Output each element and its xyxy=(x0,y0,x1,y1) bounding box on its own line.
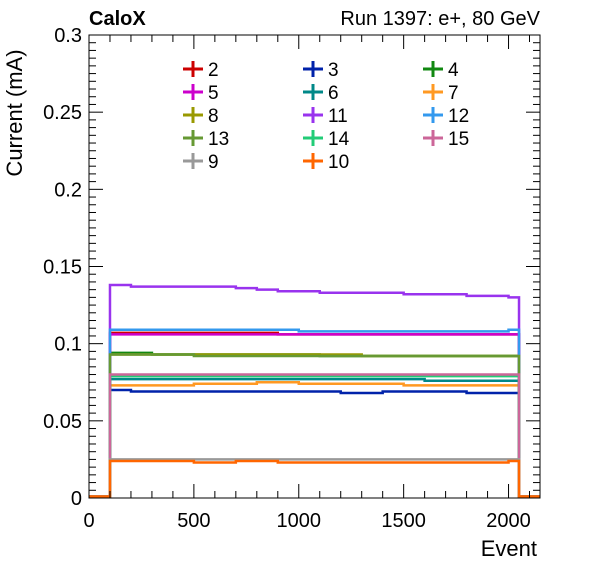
x-tick-label: 1000 xyxy=(277,510,322,532)
y-axis-label: Current (mA) xyxy=(2,49,27,176)
legend-item-15: 15 xyxy=(423,129,469,150)
y-tick-label: 0.25 xyxy=(43,102,82,124)
legend-label: 8 xyxy=(208,106,219,127)
legend-item-8: 8 xyxy=(183,106,219,127)
legend-item-13: 13 xyxy=(183,129,229,150)
legend-item-5: 5 xyxy=(183,83,219,104)
x-tick-label: 2000 xyxy=(486,510,531,532)
legend-label: 15 xyxy=(448,129,469,150)
series-line-10 xyxy=(89,459,540,498)
series-line-2 xyxy=(89,331,540,498)
legend-label: 2 xyxy=(208,60,219,81)
legend-label: 13 xyxy=(208,129,229,150)
legend-item-3: 3 xyxy=(303,60,339,81)
y-tick-label: 0.15 xyxy=(43,257,82,279)
series-line-11 xyxy=(89,283,540,498)
legend-label: 6 xyxy=(328,83,339,104)
x-tick-label: 0 xyxy=(83,510,94,532)
series-line-15 xyxy=(89,373,540,498)
legend-label: 4 xyxy=(448,60,459,81)
legend-label: 12 xyxy=(448,106,469,127)
series-line-9 xyxy=(89,458,540,498)
legend-label: 11 xyxy=(328,106,348,127)
experiment-label: CaloX xyxy=(89,8,146,30)
x-axis-label: Event xyxy=(481,536,537,561)
legend-item-9: 9 xyxy=(183,152,219,173)
legend-label: 5 xyxy=(208,83,219,104)
legend-item-7: 7 xyxy=(423,83,459,104)
x-tick-label: 1500 xyxy=(381,510,426,532)
legend-item-10: 10 xyxy=(303,152,349,173)
legend-label: 10 xyxy=(328,152,349,173)
legend-item-6: 6 xyxy=(303,83,339,104)
series-line-12 xyxy=(89,328,540,498)
legend-item-2: 2 xyxy=(183,60,219,81)
x-tick-label: 500 xyxy=(177,510,210,532)
series-line-7 xyxy=(89,381,540,498)
legend: 2 3 4 5 6 7 8 11 12 13 14 15 9 10 xyxy=(183,60,469,173)
series-line-13 xyxy=(89,353,540,498)
legend-item-14: 14 xyxy=(303,129,350,150)
plot-frame xyxy=(88,34,541,499)
legend-item-12: 12 xyxy=(423,106,469,127)
y-tick-label: 0.2 xyxy=(54,179,82,201)
y-tick-label: 0.05 xyxy=(43,411,82,433)
series-line-5 xyxy=(89,333,540,498)
y-tick-label: 0.1 xyxy=(54,334,82,356)
legend-label: 3 xyxy=(328,60,339,81)
series-line-14 xyxy=(89,374,540,498)
legend-label: 9 xyxy=(208,152,219,173)
y-tick-label: 0.3 xyxy=(54,25,82,47)
y-tick-label: 0 xyxy=(71,488,82,510)
legend-label: 14 xyxy=(328,129,350,150)
series-layer xyxy=(89,283,540,498)
legend-item-11: 11 xyxy=(303,106,348,127)
run-label: Run 1397: e+, 80 GeV xyxy=(340,8,540,30)
series-line-6 xyxy=(89,377,540,498)
legend-item-4: 4 xyxy=(423,60,459,81)
series-line-3 xyxy=(89,388,540,498)
legend-label: 7 xyxy=(448,83,459,104)
axes-layer: 0 500 1000 1500 2000 0 0.05 0.1 0.15 0.2 0.25 0.3 xyxy=(43,25,541,532)
